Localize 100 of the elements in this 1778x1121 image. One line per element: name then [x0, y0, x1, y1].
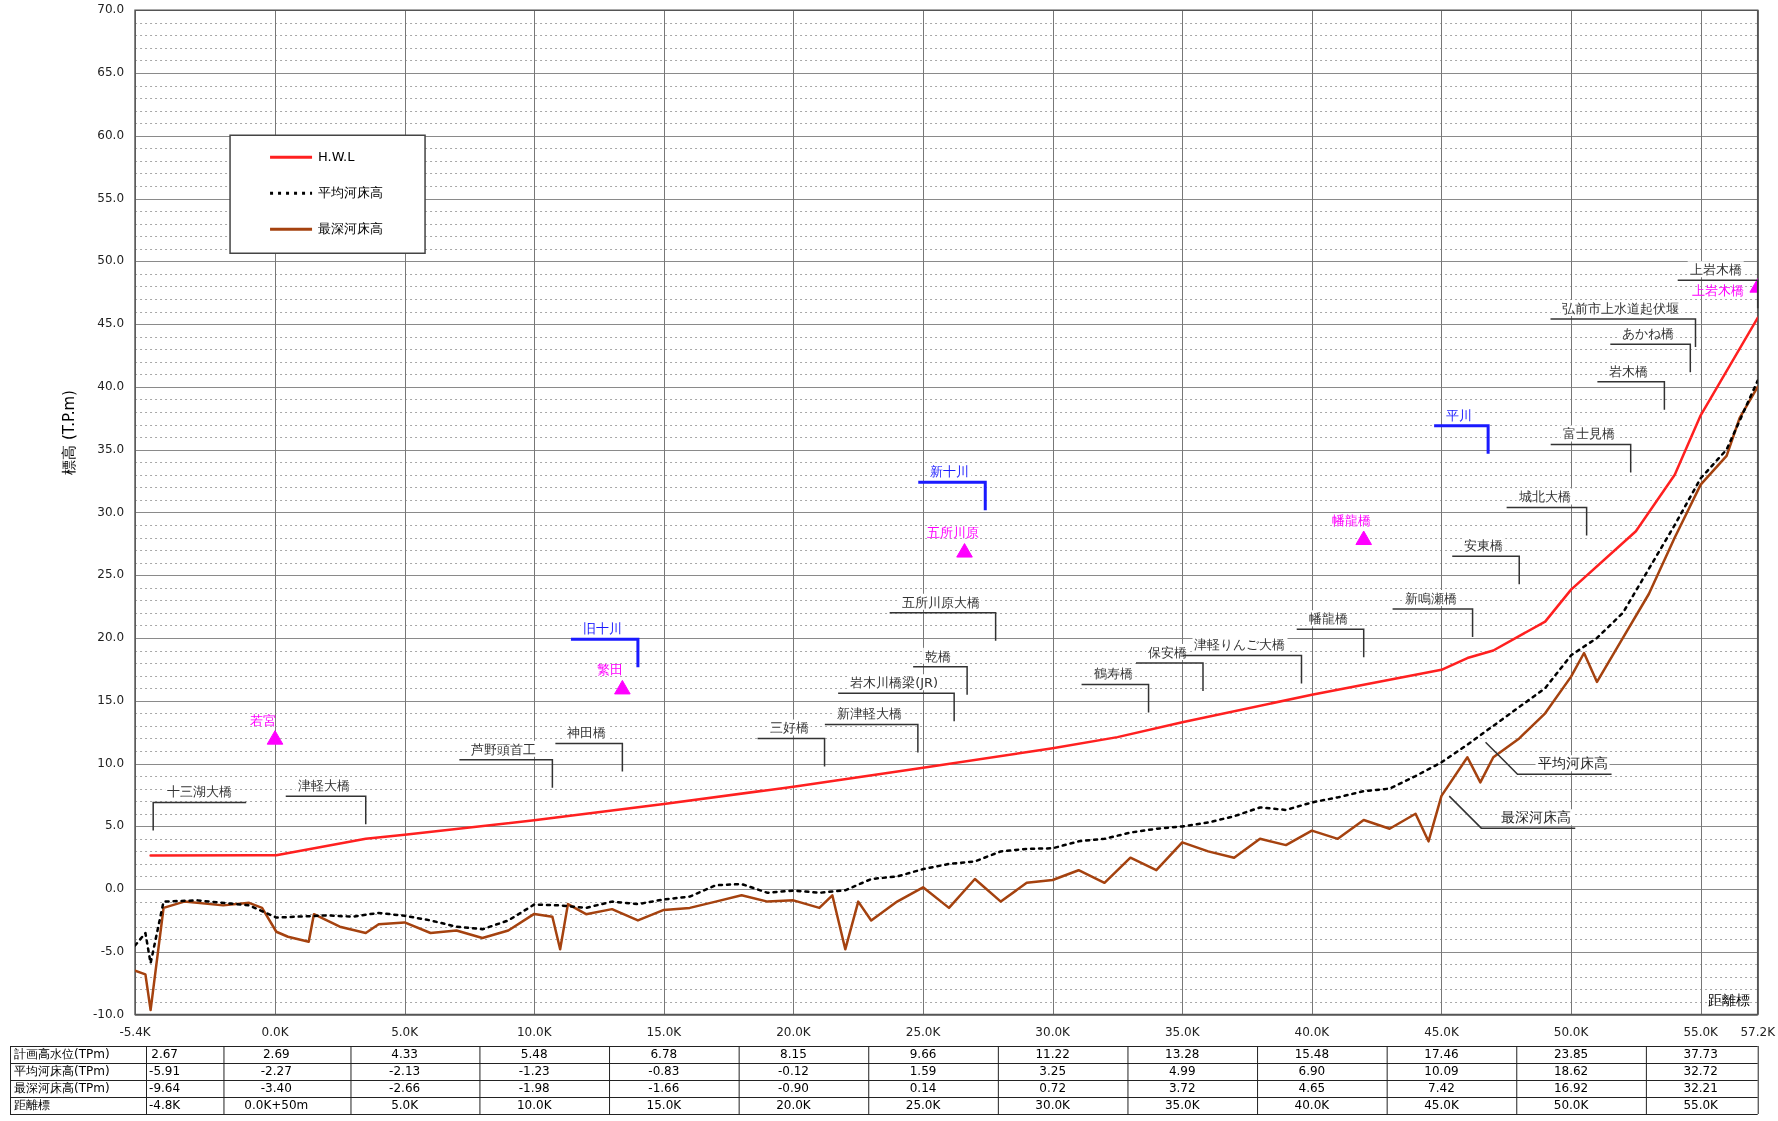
- legend-label: H.W.L: [318, 148, 356, 164]
- text: 4.65: [1298, 1080, 1326, 1095]
- x-tick-label: 40.0K: [1294, 1024, 1331, 1039]
- text: 2.69: [262, 1046, 290, 1061]
- data-label: 上岩木橋: [1691, 283, 1744, 299]
- annotation: 平均河床高: [1537, 754, 1608, 771]
- y-tick-label: 15.0: [97, 692, 125, 707]
- text: 4.33: [391, 1046, 418, 1061]
- text: 8.15: [780, 1046, 807, 1061]
- annotation: 弘前市上水道起伏堰: [1562, 300, 1680, 316]
- annotation: 上岩木橋: [1689, 262, 1742, 278]
- text: -3.40: [260, 1080, 292, 1095]
- annotation: 津軽大橋: [297, 778, 350, 794]
- text: 11.22: [1035, 1046, 1070, 1061]
- text: 40.0K: [1294, 1097, 1331, 1112]
- text: 計画高水位(TPm): [14, 1046, 110, 1061]
- x-tick-label: 50.0K: [1553, 1024, 1590, 1039]
- text: 16.92: [1553, 1080, 1589, 1095]
- y-tick-label: 10.0: [97, 755, 125, 770]
- text: -0.12: [777, 1063, 809, 1078]
- text: 0.0K+50m: [244, 1097, 309, 1112]
- text: 3.72: [1168, 1080, 1196, 1095]
- text: 32.72: [1683, 1063, 1718, 1078]
- y-tick-label: 5.0: [104, 818, 125, 833]
- text: 50.0K: [1553, 1097, 1590, 1112]
- y-tick-label: 40.0: [97, 378, 125, 393]
- annotation: 津軽りんご大橋: [1194, 637, 1286, 653]
- text: 15.0K: [646, 1097, 683, 1112]
- y-tick-label: 35.0: [97, 441, 125, 456]
- x-tick-label: 20.0K: [776, 1024, 812, 1039]
- text: 17.46: [1424, 1046, 1459, 1061]
- data-label: 繁田: [597, 662, 624, 678]
- y-axis-title: 標高 (T.P.m): [59, 390, 78, 475]
- annotation: 岩木川橋梁(JR): [850, 675, 939, 691]
- text: 5.48: [520, 1046, 548, 1061]
- text: 20.0K: [776, 1097, 812, 1112]
- point: [956, 543, 973, 558]
- text: -1.66: [648, 1080, 680, 1095]
- text: 6.78: [650, 1046, 678, 1061]
- y-tick-label: 50.0: [97, 253, 125, 268]
- x-tick-label: 0.0K: [261, 1024, 290, 1039]
- text: 45.0K: [1424, 1097, 1460, 1112]
- text: 平均河床高(TPm): [14, 1063, 110, 1078]
- text: 距離標: [14, 1097, 50, 1112]
- text: 15.48: [1294, 1046, 1330, 1061]
- text: 0.14: [909, 1080, 937, 1095]
- y-tick-label: 65.0: [97, 65, 125, 80]
- annotation: 乾橋: [925, 648, 952, 664]
- text: 55.0K: [1683, 1097, 1720, 1112]
- y-tick-label: 0.0: [104, 881, 125, 896]
- text: 23.85: [1553, 1046, 1589, 1061]
- annotation: 新十川: [930, 464, 970, 480]
- annotation: 最深河床高: [1501, 808, 1572, 825]
- text: -2.13: [389, 1063, 421, 1078]
- annotation: 旧十川: [582, 621, 622, 637]
- text: 7.42: [1428, 1080, 1455, 1095]
- text: 4.99: [1168, 1063, 1196, 1078]
- x-tick-label: 5.0K: [391, 1024, 420, 1039]
- text: 5.0K: [391, 1097, 420, 1112]
- text: -2.27: [260, 1063, 292, 1078]
- annotation: 三好橋: [769, 720, 809, 736]
- y-tick-label: -10.0: [92, 1006, 125, 1021]
- y-tick-label: 55.0: [97, 190, 125, 205]
- point: [266, 730, 284, 745]
- annotation: 城北大橋: [1517, 489, 1571, 505]
- text: -9.64: [149, 1080, 181, 1095]
- annotation: 幡龍橋: [1308, 611, 1348, 627]
- legend-label: 平均河床高: [318, 184, 384, 200]
- annotation: 鶴寿橋: [1093, 666, 1133, 682]
- y-tick-label: 30.0: [97, 504, 125, 519]
- annotation: 岩木橋: [1609, 363, 1649, 379]
- x-axis-title: 距離標: [1707, 992, 1750, 1009]
- y-tick-label: 70.0: [97, 2, 125, 17]
- text: -0.83: [648, 1063, 680, 1078]
- text: 25.0K: [905, 1097, 942, 1112]
- x-tick-label: 25.0K: [905, 1024, 942, 1039]
- text: 最深河床高(TPm): [14, 1080, 110, 1095]
- text: 1.59: [909, 1063, 937, 1078]
- y-tick-label: 20.0: [97, 630, 125, 645]
- text: 13.28: [1165, 1046, 1200, 1061]
- text: -1.23: [518, 1063, 550, 1078]
- text: 32.21: [1683, 1080, 1718, 1095]
- annotation: 芦野頭首工: [471, 741, 537, 757]
- text: 2.67: [151, 1046, 178, 1061]
- annotation: あかね橋: [1622, 326, 1675, 342]
- y-tick-label: 25.0: [97, 567, 125, 582]
- text: -0.90: [777, 1080, 809, 1095]
- x-tick-label: 55.0K: [1683, 1024, 1720, 1039]
- annotation: 平川: [1446, 407, 1473, 423]
- text: 0.72: [1039, 1080, 1067, 1095]
- y-tick-label: 60.0: [97, 127, 125, 142]
- text: 18.62: [1553, 1063, 1589, 1078]
- annotation: 安東橋: [1464, 538, 1504, 554]
- x-tick-label: 45.0K: [1424, 1024, 1460, 1039]
- text: -2.66: [389, 1080, 421, 1095]
- annotation: 十三湖大橋: [167, 784, 233, 800]
- text: 9.66: [909, 1046, 937, 1061]
- text: -4.8K: [148, 1097, 182, 1112]
- text: 6.90: [1298, 1063, 1326, 1078]
- annotation: 新津軽大橋: [836, 706, 902, 722]
